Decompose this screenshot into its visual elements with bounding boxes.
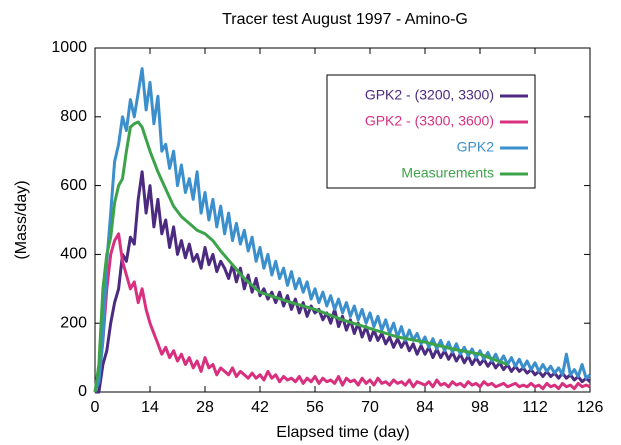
- x-axis-label: Elapsed time (day): [276, 424, 409, 441]
- y-tick-label: 200: [60, 314, 87, 331]
- y-tick-label: 600: [60, 177, 87, 194]
- x-tick-label: 70: [361, 399, 379, 416]
- legend-label: GPK2: [457, 139, 495, 155]
- x-tick-label: 56: [306, 399, 324, 416]
- y-tick-label: 0: [78, 383, 87, 400]
- y-tick-label: 800: [60, 108, 87, 125]
- x-tick-label: 126: [577, 399, 604, 416]
- x-tick-label: 0: [91, 399, 100, 416]
- plot-frame: [94, 47, 591, 393]
- x-tick-label: 14: [141, 399, 159, 416]
- legend-box: [326, 74, 536, 189]
- legend-label: Measurements: [401, 165, 494, 181]
- x-tick-label: 28: [196, 399, 214, 416]
- data-line: [93, 232, 591, 393]
- x-tick-label: 84: [416, 399, 434, 416]
- y-tick-label: 400: [60, 246, 87, 263]
- legend-label: GPK2 - (3300, 3600): [365, 113, 494, 129]
- y-tick-label: 1000: [51, 39, 87, 56]
- x-tick-label: 112: [522, 399, 548, 416]
- chart-title: Tracer test August 1997 - Amino-G: [222, 11, 468, 28]
- y-axis-label: (Mass/day): [13, 180, 30, 259]
- data-line: [93, 120, 509, 393]
- x-tick-label: 98: [471, 399, 489, 416]
- legend-label: GPK2 - (3200, 3300): [365, 87, 494, 103]
- x-tick-label: 42: [251, 399, 269, 416]
